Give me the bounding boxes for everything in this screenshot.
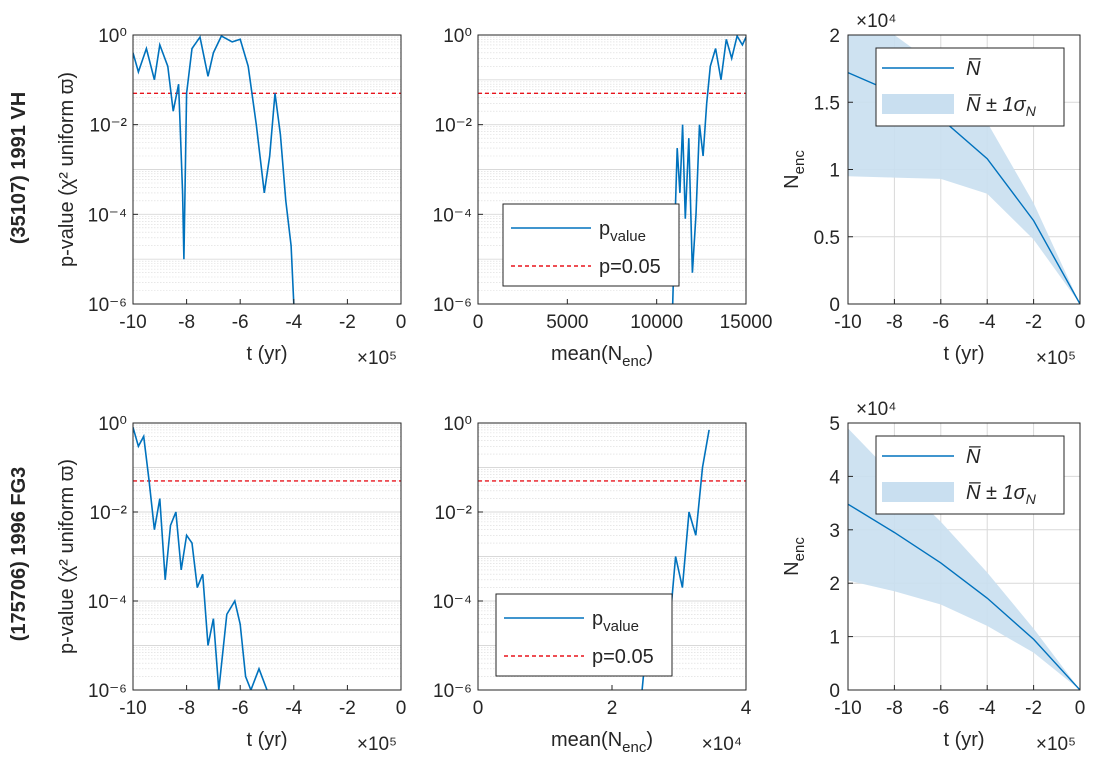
axes-box-r1_m: [477, 34, 747, 305]
x-tick-label-r1_n: 0: [1075, 312, 1086, 333]
x-tick-label-r1_n: -2: [1025, 312, 1042, 333]
x-tick-label-r1_t: -4: [285, 312, 302, 333]
x-tick-label-r1_t: -6: [232, 312, 249, 333]
x-tick-label-r2_m: 2: [607, 698, 618, 719]
x-axis-label-r1_t: t (yr): [246, 343, 287, 365]
y-tick-label-r2_m: 10⁻⁴: [433, 592, 472, 613]
x-tick-label-r2_t: -6: [232, 698, 249, 719]
y-tick-label-r2_n: 3: [829, 521, 840, 542]
y-tick-label-r2_m: 10⁻²: [435, 503, 473, 524]
legend-mean-label-r1_n: N̅: [966, 57, 981, 80]
x-tick-label-r1_n: -8: [886, 312, 903, 333]
legend-mean-label-r2_n: N̅: [966, 445, 981, 468]
y-axis-label-r1_t: p-value (χ² uniform ϖ): [56, 72, 78, 267]
x-tick-label-r1_t: 0: [396, 312, 407, 333]
x-tick-label-r2_t: -8: [178, 698, 195, 719]
y-axis-label-r2_t: p-value (χ² uniform ϖ): [56, 459, 78, 654]
y-tick-label-r2_m: 10⁻⁶: [433, 681, 472, 702]
x-tick-label-r2_t: 0: [396, 698, 407, 719]
legend-threshold-label-r2_m: p=0.05: [592, 646, 654, 668]
y-tick-label-r2_n: 4: [829, 467, 840, 488]
y-tick-label-r2_n: 2: [829, 574, 840, 595]
y-tick-label-r1_n: 2: [829, 26, 840, 47]
x-exponent-r1_n: ×10⁵: [1036, 348, 1076, 369]
x-tick-label-r2_m: 4: [741, 698, 752, 719]
y-tick-label-r1_n: 1: [829, 161, 840, 182]
row-title-1: (35107) 1991 VH: [8, 92, 30, 244]
y-tick-label-r1_t: 10⁻⁴: [88, 205, 127, 226]
x-exponent-r2_m: ×10⁴: [702, 734, 742, 755]
legend-threshold-label-r1_m: p=0.05: [599, 256, 661, 278]
x-axis-label-r1_m: mean(Nenc): [551, 343, 653, 370]
x-exponent-r2_n: ×10⁵: [1036, 734, 1076, 755]
y-tick-label-r2_t: 10⁰: [98, 414, 127, 435]
x-tick-label-r1_n: -4: [979, 312, 996, 333]
x-tick-label-r2_n: -4: [979, 698, 996, 719]
legend-band-swatch-r2_n: [882, 482, 954, 502]
legend-box-r2_m: [495, 593, 673, 677]
legend-band-swatch-r1_n: [882, 94, 954, 114]
axes-box-r2_n: [847, 422, 1081, 691]
series-line-r1_t: [133, 35, 295, 304]
row-title-2: (175706) 1996 FG3: [8, 467, 30, 642]
series-line-r2_t: [133, 427, 268, 690]
mean-line-r2_n: [848, 503, 1080, 690]
y-tick-label-r1_n: 1.5: [814, 93, 840, 114]
y-tick-label-r1_m: 10⁻⁶: [433, 295, 472, 316]
y-tick-label-r2_n: 0: [829, 681, 840, 702]
axes-box-r1_t: [132, 34, 402, 305]
legend-series-label-r2_m: pvalue: [592, 608, 639, 635]
x-tick-label-r1_t: -8: [178, 312, 195, 333]
x-tick-label-r2_t: -4: [285, 698, 302, 719]
x-tick-label-r2_m: 0: [473, 698, 484, 719]
legend-band-label-r1_n: N̅ ± 1σN: [966, 93, 1037, 119]
legend-band-label-r2_n: N̅ ± 1σN: [966, 481, 1037, 507]
x-tick-label-r1_t: -10: [119, 312, 146, 333]
y-axis-label-r2_n: Nenc: [781, 537, 808, 576]
x-tick-label-r2_n: -6: [932, 698, 949, 719]
x-tick-label-r2_t: -2: [339, 698, 356, 719]
y-axis-label-r1_n: Nenc: [781, 150, 808, 189]
x-exponent-r1_t: ×10⁵: [357, 348, 397, 369]
y-tick-label-r1_m: 10⁻⁴: [433, 205, 472, 226]
y-tick-label-r1_t: 10⁻⁶: [88, 295, 127, 316]
y-tick-label-r2_t: 10⁻²: [90, 503, 128, 524]
x-axis-label-r2_m: mean(Nenc): [551, 729, 653, 756]
y-exponent-r2_n: ×10⁴: [856, 399, 896, 420]
x-tick-label-r1_t: -2: [339, 312, 356, 333]
y-tick-label-r1_t: 10⁰: [98, 26, 127, 47]
y-tick-label-r2_t: 10⁻⁴: [88, 592, 127, 613]
x-tick-label-r1_n: -10: [834, 312, 861, 333]
x-axis-label-r2_t: t (yr): [246, 729, 287, 751]
x-exponent-r2_t: ×10⁵: [357, 734, 397, 755]
y-exponent-r1_n: ×10⁴: [856, 11, 896, 32]
x-tick-label-r2_t: -10: [119, 698, 146, 719]
x-tick-label-r1_m: 0: [473, 312, 484, 333]
x-axis-label-r1_n: t (yr): [943, 343, 984, 365]
x-tick-label-r2_n: -10: [834, 698, 861, 719]
x-tick-label-r1_m: 5000: [546, 312, 588, 333]
legend-box-r1_m: [502, 203, 680, 287]
x-tick-label-r2_n: 0: [1075, 698, 1086, 719]
y-tick-label-r2_n: 1: [829, 628, 840, 649]
x-tick-label-r1_m: 15000: [720, 312, 773, 333]
y-tick-label-r2_t: 10⁻⁶: [88, 681, 127, 702]
x-axis-label-r2_n: t (yr): [943, 729, 984, 751]
x-tick-label-r2_n: -2: [1025, 698, 1042, 719]
y-tick-label-r2_m: 10⁰: [443, 414, 472, 435]
y-tick-label-r1_m: 10⁰: [443, 26, 472, 47]
axes-box-r2_t: [132, 422, 402, 691]
x-tick-label-r1_m: 10000: [630, 312, 683, 333]
x-tick-label-r2_n: -8: [886, 698, 903, 719]
y-tick-label-r1_m: 10⁻²: [435, 116, 473, 137]
y-tick-label-r1_t: 10⁻²: [90, 116, 128, 137]
series-line-r1_m: [671, 35, 746, 304]
legend-series-label-r1_m: pvalue: [599, 218, 646, 245]
y-tick-label-r2_n: 5: [829, 414, 840, 435]
x-tick-label-r1_n: -6: [932, 312, 949, 333]
y-tick-label-r1_n: 0: [829, 295, 840, 316]
y-tick-label-r1_n: 0.5: [814, 228, 840, 249]
